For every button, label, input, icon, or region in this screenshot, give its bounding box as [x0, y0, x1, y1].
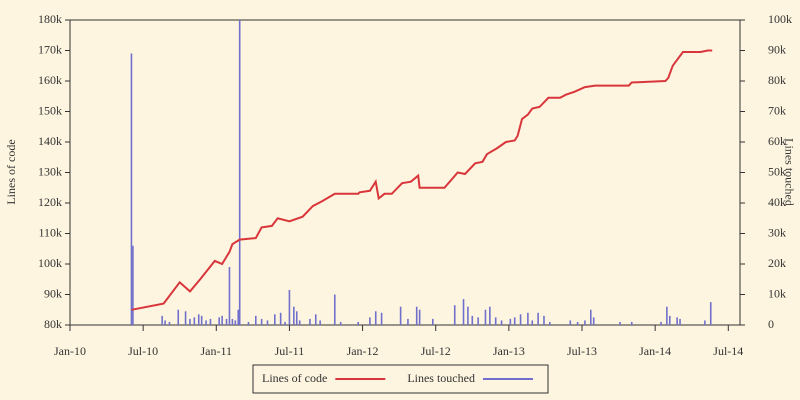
plot-frame: [69, 19, 741, 326]
x-tick-label: Jul-10: [128, 344, 158, 358]
x-tick-label: Jan-12: [347, 344, 379, 358]
legend-label: Lines touched: [407, 371, 475, 385]
y-tick-label: 140k: [38, 134, 62, 148]
y2-tick-label: 60k: [768, 134, 786, 148]
legend-label: Lines of code: [262, 371, 327, 385]
y-tick-label: 90k: [44, 286, 62, 300]
y2-tick-label: 70k: [768, 103, 786, 117]
y2-tick-label: 10k: [768, 286, 786, 300]
x-tick-label: Jan-11: [201, 344, 233, 358]
x-tick-label: Jan-13: [493, 344, 525, 358]
x-tick-label: Jan-10: [54, 344, 86, 358]
y2-tick-label: 50k: [768, 164, 786, 178]
y2-tick-label: 20k: [768, 256, 786, 270]
line: [131, 49, 713, 311]
y-tick-label: 180k: [38, 12, 62, 26]
y2-tick-label: 80k: [768, 73, 786, 87]
y-tick-label: 160k: [38, 73, 62, 87]
y2-axis-title: Lines touched: [782, 138, 796, 206]
y-tick-label: 80k: [44, 317, 62, 331]
x-tick-label: Jul-13: [567, 344, 597, 358]
x-tick-label: Jul-14: [713, 344, 743, 358]
y-tick-label: 150k: [38, 103, 62, 117]
y-tick-label: 110k: [38, 225, 62, 239]
y2-tick-label: 100k: [768, 12, 792, 26]
y-tick-label: 120k: [38, 195, 62, 209]
y-tick-label: 100k: [38, 256, 62, 270]
y-tick-label: 130k: [38, 164, 62, 178]
y2-tick-label: 0: [768, 317, 774, 331]
y2-tick-label: 40k: [768, 195, 786, 209]
x-tick-label: Jul-11: [275, 344, 305, 358]
x-tick-label: Jul-12: [421, 344, 451, 358]
x-tick-label: Jan-14: [639, 344, 671, 358]
y-tick-label: 170k: [38, 42, 62, 56]
y-axis-title: Lines of code: [4, 139, 18, 204]
y2-tick-label: 90k: [768, 42, 786, 56]
y2-tick-label: 30k: [768, 225, 786, 239]
